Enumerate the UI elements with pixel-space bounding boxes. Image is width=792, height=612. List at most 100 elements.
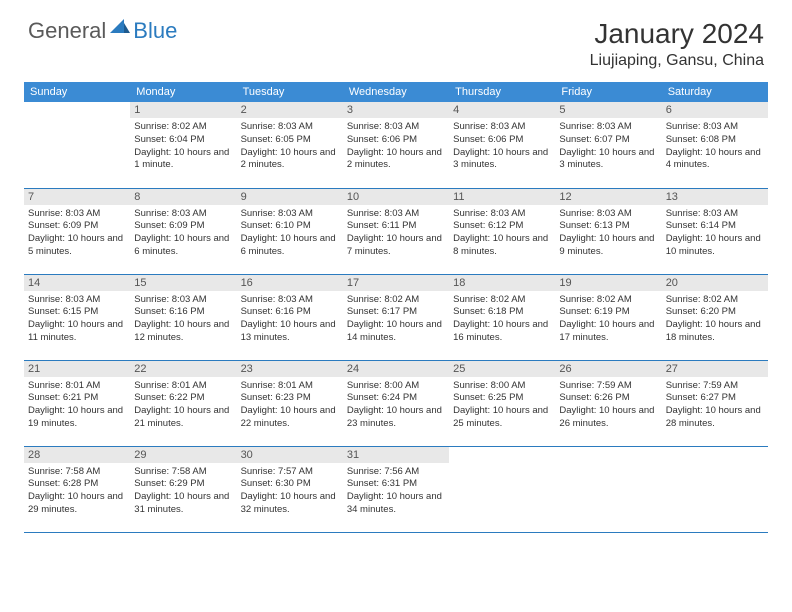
day-cell: 22Sunrise: 8:01 AMSunset: 6:22 PMDayligh… xyxy=(130,360,236,446)
day-cell: 24 Sunrise: 8:00 AMSunset: 6:24 PMDayligh… xyxy=(343,360,449,446)
day-cell: 30Sunrise: 7:57 AMSunset: 6:30 PMDayligh… xyxy=(237,446,343,532)
day-cell: 14Sunrise: 8:03 AMSunset: 6:15 PMDayligh… xyxy=(24,274,130,360)
day-info: Sunrise: 8:03 AMSunset: 6:10 PMDaylight:… xyxy=(241,208,339,259)
day-cell: 8Sunrise: 8:03 AMSunset: 6:09 PMDaylight… xyxy=(130,188,236,274)
day-info: Sunrise: 8:02 AMSunset: 6:04 PMDaylight:… xyxy=(134,121,232,172)
day-number: 2 xyxy=(237,102,343,118)
day-info: Sunrise: 7:58 AMSunset: 6:28 PMDaylight:… xyxy=(28,466,126,517)
day-info: Sunrise: 7:57 AMSunset: 6:30 PMDaylight:… xyxy=(241,466,339,517)
location-text: Liujiaping, Gansu, China xyxy=(590,52,764,70)
day-number: 13 xyxy=(662,189,768,205)
day-cell: 3 Sunrise: 8:03 AMSunset: 6:06 PMDaylight… xyxy=(343,102,449,188)
day-info: Sunrise: 8:03 AMSunset: 6:15 PMDaylight:… xyxy=(28,294,126,345)
calendar-body: 1 Sunrise: 8:02 AMSunset: 6:04 PMDaylight… xyxy=(24,102,768,532)
day-info: Sunrise: 8:00 AMSunset: 6:25 PMDaylight:… xyxy=(453,380,551,431)
dow-cell: Tuesday xyxy=(237,82,343,102)
day-cell: 9 Sunrise: 8:03 AMSunset: 6:10 PMDaylight… xyxy=(237,188,343,274)
day-number: 16 xyxy=(237,275,343,291)
day-of-week-row: SundayMondayTuesdayWednesdayThursdayFrid… xyxy=(24,82,768,102)
brand-logo: General Blue xyxy=(28,18,177,44)
month-title: January 2024 xyxy=(590,18,764,50)
day-cell: 17 Sunrise: 8:02 AMSunset: 6:17 PMDayligh… xyxy=(343,274,449,360)
day-number: 12 xyxy=(555,189,661,205)
dow-cell: Monday xyxy=(130,82,236,102)
dow-cell: Thursday xyxy=(449,82,555,102)
day-number: 20 xyxy=(662,275,768,291)
dow-cell: Wednesday xyxy=(343,82,449,102)
day-cell: 19 Sunrise: 8:02 AMSunset: 6:19 PMDayligh… xyxy=(555,274,661,360)
day-number: 18 xyxy=(449,275,555,291)
day-number: 10 xyxy=(343,189,449,205)
page-header: General Blue January 2024 Liujiaping, Ga… xyxy=(0,0,792,74)
day-cell: 29Sunrise: 7:58 AMSunset: 6:29 PMDayligh… xyxy=(130,446,236,532)
day-cell: 10 Sunrise: 8:03 AMSunset: 6:11 PMDayligh… xyxy=(343,188,449,274)
day-info: Sunrise: 8:00 AMSunset: 6:24 PMDaylight:… xyxy=(347,380,445,431)
day-info: Sunrise: 8:03 AMSunset: 6:13 PMDaylight:… xyxy=(559,208,657,259)
calendar-week-row: 7 Sunrise: 8:03 AMSunset: 6:09 PMDaylight… xyxy=(24,188,768,274)
empty-day-cell xyxy=(555,446,661,532)
day-info: Sunrise: 8:03 AMSunset: 6:06 PMDaylight:… xyxy=(453,121,551,172)
day-number: 6 xyxy=(662,102,768,118)
day-cell: 4 Sunrise: 8:03 AMSunset: 6:06 PMDaylight… xyxy=(449,102,555,188)
day-cell: 25 Sunrise: 8:00 AMSunset: 6:25 PMDayligh… xyxy=(449,360,555,446)
day-cell: 18Sunrise: 8:02 AMSunset: 6:18 PMDayligh… xyxy=(449,274,555,360)
day-info: Sunrise: 7:58 AMSunset: 6:29 PMDaylight:… xyxy=(134,466,232,517)
day-info: Sunrise: 8:03 AMSunset: 6:11 PMDaylight:… xyxy=(347,208,445,259)
day-info: Sunrise: 8:03 AMSunset: 6:16 PMDaylight:… xyxy=(134,294,232,345)
day-info: Sunrise: 8:02 AMSunset: 6:19 PMDaylight:… xyxy=(559,294,657,345)
day-number: 1 xyxy=(130,102,236,118)
day-number: 7 xyxy=(24,189,130,205)
calendar-week-row: 28 Sunrise: 7:58 AMSunset: 6:28 PMDayligh… xyxy=(24,446,768,532)
day-info: Sunrise: 8:03 AMSunset: 6:05 PMDaylight:… xyxy=(241,121,339,172)
day-number: 15 xyxy=(130,275,236,291)
dow-cell: Sunday xyxy=(24,82,130,102)
day-number: 25 xyxy=(449,361,555,377)
day-info: Sunrise: 8:02 AMSunset: 6:20 PMDaylight:… xyxy=(666,294,764,345)
day-cell: 7 Sunrise: 8:03 AMSunset: 6:09 PMDaylight… xyxy=(24,188,130,274)
day-number: 4 xyxy=(449,102,555,118)
day-info: Sunrise: 7:56 AMSunset: 6:31 PMDaylight:… xyxy=(347,466,445,517)
day-cell: 26Sunrise: 7:59 AMSunset: 6:26 PMDayligh… xyxy=(555,360,661,446)
day-number: 9 xyxy=(237,189,343,205)
day-number: 11 xyxy=(449,189,555,205)
dow-cell: Saturday xyxy=(662,82,768,102)
day-number: 28 xyxy=(24,447,130,463)
day-cell: 2 Sunrise: 8:03 AMSunset: 6:05 PMDaylight… xyxy=(237,102,343,188)
day-cell: 15 Sunrise: 8:03 AMSunset: 6:16 PMDayligh… xyxy=(130,274,236,360)
calendar-week-row: 14Sunrise: 8:03 AMSunset: 6:15 PMDayligh… xyxy=(24,274,768,360)
day-number: 17 xyxy=(343,275,449,291)
day-info: Sunrise: 8:03 AMSunset: 6:09 PMDaylight:… xyxy=(28,208,126,259)
day-number: 3 xyxy=(343,102,449,118)
day-cell: 5Sunrise: 8:03 AMSunset: 6:07 PMDaylight… xyxy=(555,102,661,188)
day-info: Sunrise: 8:01 AMSunset: 6:23 PMDaylight:… xyxy=(241,380,339,431)
day-number: 24 xyxy=(343,361,449,377)
day-cell: 23 Sunrise: 8:01 AMSunset: 6:23 PMDayligh… xyxy=(237,360,343,446)
calendar-week-row: 21Sunrise: 8:01 AMSunset: 6:21 PMDayligh… xyxy=(24,360,768,446)
day-cell: 21Sunrise: 8:01 AMSunset: 6:21 PMDayligh… xyxy=(24,360,130,446)
day-number: 19 xyxy=(555,275,661,291)
day-cell: 13Sunrise: 8:03 AMSunset: 6:14 PMDayligh… xyxy=(662,188,768,274)
day-info: Sunrise: 8:01 AMSunset: 6:22 PMDaylight:… xyxy=(134,380,232,431)
day-cell: 16 Sunrise: 8:03 AMSunset: 6:16 PMDayligh… xyxy=(237,274,343,360)
day-cell: 20 Sunrise: 8:02 AMSunset: 6:20 PMDayligh… xyxy=(662,274,768,360)
day-info: Sunrise: 7:59 AMSunset: 6:27 PMDaylight:… xyxy=(666,380,764,431)
day-info: Sunrise: 8:03 AMSunset: 6:16 PMDaylight:… xyxy=(241,294,339,345)
day-cell: 1 Sunrise: 8:02 AMSunset: 6:04 PMDaylight… xyxy=(130,102,236,188)
empty-day-cell xyxy=(662,446,768,532)
day-info: Sunrise: 8:03 AMSunset: 6:08 PMDaylight:… xyxy=(666,121,764,172)
dow-cell: Friday xyxy=(555,82,661,102)
title-block: January 2024 Liujiaping, Gansu, China xyxy=(590,18,764,70)
calendar-week-row: 1 Sunrise: 8:02 AMSunset: 6:04 PMDaylight… xyxy=(24,102,768,188)
day-cell: 6 Sunrise: 8:03 AMSunset: 6:08 PMDaylight… xyxy=(662,102,768,188)
day-number: 31 xyxy=(343,447,449,463)
day-info: Sunrise: 7:59 AMSunset: 6:26 PMDaylight:… xyxy=(559,380,657,431)
day-info: Sunrise: 8:03 AMSunset: 6:12 PMDaylight:… xyxy=(453,208,551,259)
brand-text-1: General xyxy=(28,18,106,44)
day-info: Sunrise: 8:03 AMSunset: 6:06 PMDaylight:… xyxy=(347,121,445,172)
day-number: 5 xyxy=(555,102,661,118)
day-info: Sunrise: 8:02 AMSunset: 6:17 PMDaylight:… xyxy=(347,294,445,345)
day-number: 23 xyxy=(237,361,343,377)
day-cell: 11 Sunrise: 8:03 AMSunset: 6:12 PMDayligh… xyxy=(449,188,555,274)
brand-triangle-icon xyxy=(110,19,130,38)
day-cell: 28 Sunrise: 7:58 AMSunset: 6:28 PMDayligh… xyxy=(24,446,130,532)
